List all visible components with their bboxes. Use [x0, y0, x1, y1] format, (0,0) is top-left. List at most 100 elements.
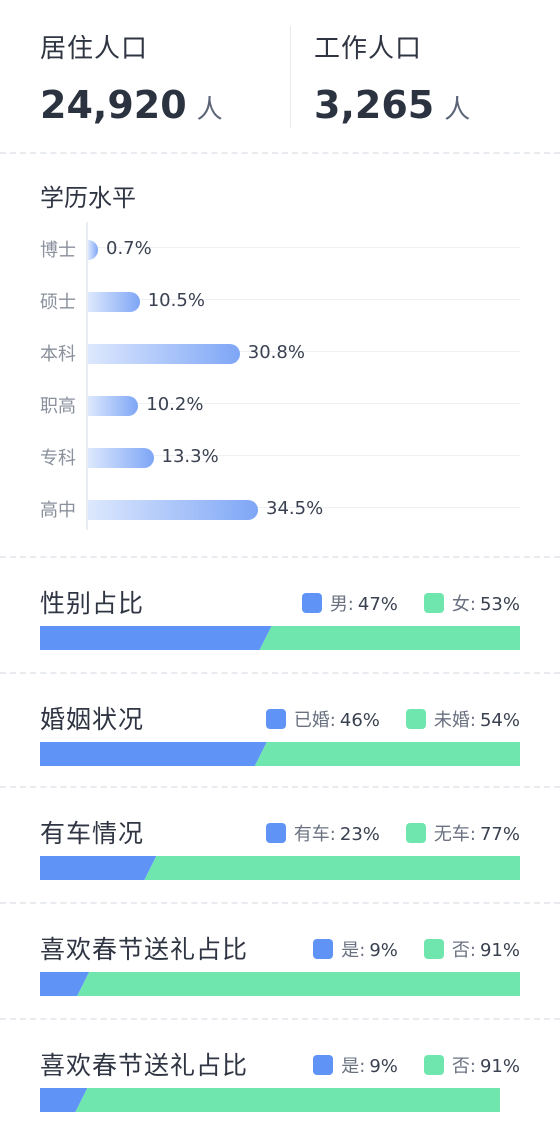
resident-population-label: 居住人口	[40, 34, 149, 64]
stats-divider	[290, 26, 291, 128]
legend-swatch-green	[423, 939, 444, 959]
education-category-label: 硕士	[40, 292, 76, 313]
legend-swatch-blue	[265, 823, 286, 843]
work-population-value: 3,265	[314, 83, 435, 127]
education-gridline	[88, 351, 520, 352]
ratio-section-title: 喜欢春节送礼占比	[40, 1051, 249, 1080]
ratio-legend: 是: 9% 否: 91%	[287, 1052, 520, 1078]
ratio-bar-segment-a	[40, 626, 272, 650]
ratio-section: 婚姻状况 已婚: 46% 未婚: 54%	[0, 672, 560, 782]
legend-value-b: 54%	[479, 710, 520, 731]
education-category-label: 专科	[40, 448, 76, 469]
legend-value-a: 23%	[339, 824, 380, 845]
education-row: 博士 0.7%	[0, 222, 560, 274]
legend-swatch-green	[423, 593, 444, 613]
legend-label-a: 已婚:	[293, 710, 336, 731]
ratio-bar	[40, 1088, 500, 1112]
education-bar	[88, 500, 258, 520]
ratio-bar-segment-a	[40, 742, 267, 766]
ratio-section: 喜欢春节送礼占比 是: 9% 否: 91%	[0, 902, 560, 1012]
legend-swatch-blue	[265, 709, 286, 729]
education-bar	[88, 292, 140, 312]
ratio-section-title: 婚姻状况	[40, 705, 145, 734]
ratio-section-title: 喜欢春节送礼占比	[40, 935, 249, 964]
education-title: 学历水平	[40, 184, 136, 212]
ratio-bar-segment-b	[77, 972, 520, 996]
ratio-section-title: 有车情况	[40, 819, 145, 848]
legend-value-b: 91%	[479, 940, 520, 961]
legend-item-b: 否: 91%	[423, 1052, 520, 1078]
legend-label-a: 有车:	[293, 824, 336, 845]
section-divider	[0, 1018, 560, 1020]
legend-swatch-green	[423, 1055, 444, 1075]
ratio-bar	[40, 972, 520, 996]
ratio-legend: 男: 47% 女: 53%	[276, 590, 520, 616]
section-divider	[0, 152, 560, 154]
ratio-bar-segment-b	[144, 856, 520, 880]
education-value-label: 10.5%	[147, 290, 205, 311]
legend-value-b: 91%	[479, 1056, 520, 1077]
education-row: 高中 34.5%	[0, 482, 560, 534]
legend-item-a: 男: 47%	[301, 590, 398, 616]
education-row: 硕士 10.5%	[0, 274, 560, 326]
education-row: 专科 13.3%	[0, 430, 560, 482]
work-population-label: 工作人口	[314, 34, 423, 64]
ratio-bar	[40, 626, 520, 650]
ratio-bar-segment-b	[254, 742, 520, 766]
legend-label-b: 否:	[451, 1056, 476, 1077]
education-gridline	[88, 299, 520, 300]
education-bar	[88, 240, 98, 260]
ratio-section: 有车情况 有车: 23% 无车: 77%	[0, 786, 560, 896]
legend-label-b: 无车:	[433, 824, 476, 845]
legend-item-b: 未婚: 54%	[405, 706, 520, 732]
education-category-label: 博士	[40, 240, 76, 261]
ratio-bar	[40, 742, 520, 766]
section-divider	[0, 786, 560, 788]
legend-item-b: 女: 53%	[423, 590, 520, 616]
ratio-bar-segment-a	[40, 856, 156, 880]
legend-value-b: 53%	[479, 594, 520, 615]
education-chart: 博士 0.7% 硕士 10.5% 本科 30.8% 职高 10.2% 专科 13.3% 高中 34.5…	[0, 222, 560, 532]
legend-item-b: 否: 91%	[423, 936, 520, 962]
legend-item-a: 有车: 23%	[265, 820, 380, 846]
ratio-bar	[40, 856, 520, 880]
legend-label-b: 未婚:	[433, 710, 476, 731]
legend-swatch-green	[405, 823, 426, 843]
resident-population-unit: 人	[196, 95, 223, 125]
legend-item-a: 是: 9%	[313, 1052, 398, 1078]
education-bar	[88, 344, 240, 364]
education-value-label: 10.2%	[146, 394, 204, 415]
education-chart-axis	[86, 222, 88, 530]
education-bar	[88, 448, 154, 468]
education-value-label: 0.7%	[106, 238, 152, 259]
population-stats: 居住人口 24,920 人 工作人口 3,265 人	[0, 0, 560, 152]
legend-item-a: 已婚: 46%	[265, 706, 380, 732]
legend-swatch-blue	[313, 1055, 334, 1075]
ratio-legend: 有车: 23% 无车: 77%	[240, 820, 520, 846]
education-gridline	[88, 507, 520, 508]
legend-value-a: 46%	[339, 710, 380, 731]
legend-item-b: 无车: 77%	[405, 820, 520, 846]
education-row: 职高 10.2%	[0, 378, 560, 430]
resident-population-value: 24,920	[40, 83, 187, 127]
ratio-section: 性别占比 男: 47% 女: 53%	[0, 556, 560, 666]
education-category-label: 本科	[40, 344, 76, 365]
legend-value-a: 9%	[369, 940, 398, 961]
resident-population: 居住人口 24,920 人	[40, 28, 223, 127]
education-bar	[88, 396, 139, 416]
legend-swatch-green	[405, 709, 426, 729]
education-gridline	[88, 247, 520, 248]
legend-label-b: 否:	[451, 940, 476, 961]
legend-swatch-blue	[313, 939, 334, 959]
education-value-label: 34.5%	[266, 498, 324, 519]
ratio-section-title: 性别占比	[40, 589, 145, 618]
legend-label-a: 是:	[341, 940, 366, 961]
legend-label-a: 是:	[341, 1056, 366, 1077]
ratio-bar-segment-b	[75, 1088, 500, 1112]
ratio-legend: 已婚: 46% 未婚: 54%	[240, 706, 520, 732]
education-row: 本科 30.8%	[0, 326, 560, 378]
legend-value-a: 9%	[369, 1056, 398, 1077]
legend-value-b: 77%	[479, 824, 520, 845]
education-category-label: 高中	[40, 500, 76, 521]
education-category-label: 职高	[40, 396, 76, 417]
